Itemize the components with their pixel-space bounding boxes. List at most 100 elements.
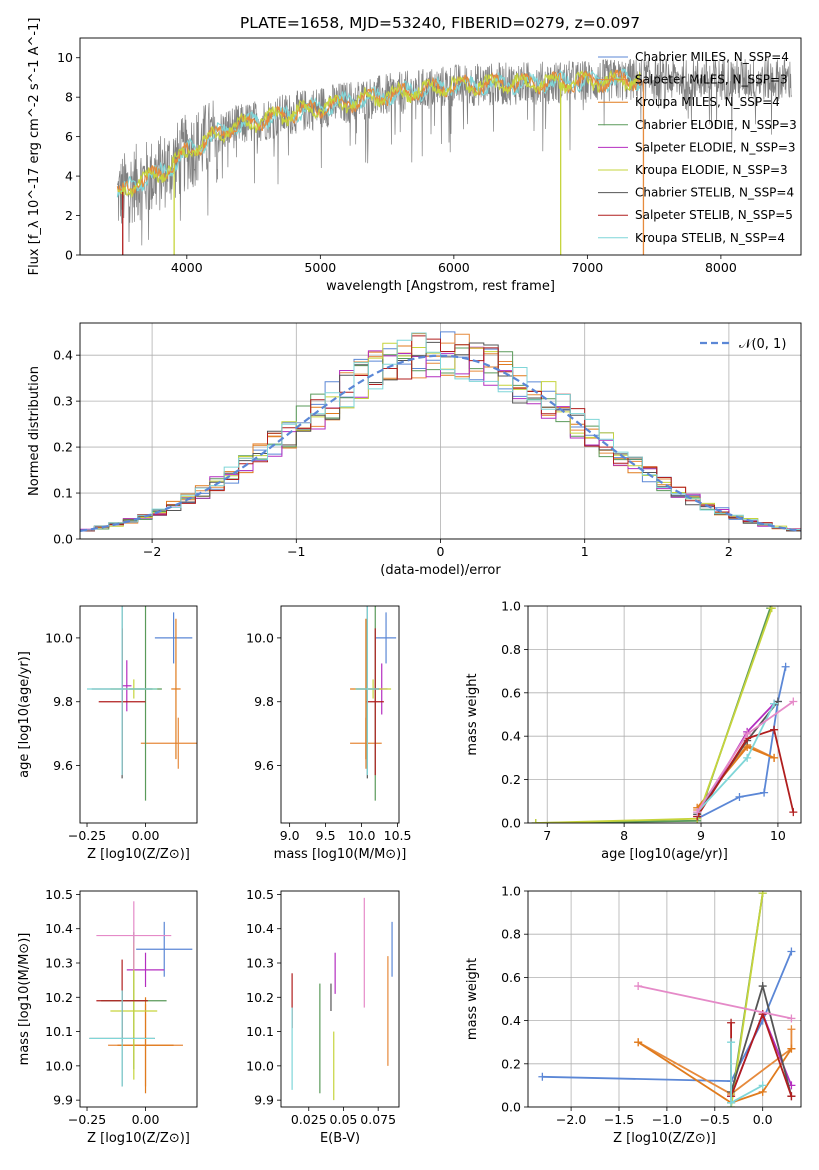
x-axis-label: mass [log10(M/M⊙)] bbox=[274, 847, 407, 862]
y-tick-label: 10.0 bbox=[45, 1058, 73, 1073]
x-tick-label: 0.00 bbox=[132, 1112, 160, 1127]
weight-marker bbox=[758, 1081, 767, 1090]
legend-entry: Chabrier ELODIE, N_SSP=3 bbox=[635, 118, 797, 132]
y-tick-label: 4 bbox=[65, 169, 73, 184]
y-tick-label: 0.2 bbox=[53, 440, 73, 455]
y-tick-label: 10.1 bbox=[246, 1024, 274, 1039]
y-axis-label: Normed distribution bbox=[27, 366, 42, 496]
y-axis-label: mass weight bbox=[465, 673, 480, 755]
weight-line bbox=[637, 1029, 793, 1096]
y-tick-label: 10 bbox=[57, 50, 73, 65]
x-tick-label: −1 bbox=[287, 544, 305, 559]
weight-marker bbox=[727, 1018, 736, 1027]
y-tick-label: 0.0 bbox=[53, 532, 73, 547]
x-tick-label: 5000 bbox=[304, 260, 336, 275]
y-tick-label: 0.4 bbox=[501, 729, 521, 744]
y-tick-label: 0.6 bbox=[501, 970, 521, 985]
legend-entry: 𝒩(0, 1) bbox=[739, 337, 786, 352]
x-tick-label: 7 bbox=[543, 828, 551, 843]
weight-marker bbox=[758, 891, 767, 898]
legend-entry: Chabrier MILES, N_SSP=4 bbox=[635, 50, 789, 64]
y-tick-label: 8 bbox=[65, 90, 73, 105]
axes-frame bbox=[280, 890, 400, 1108]
x-tick-label: −0.5 bbox=[700, 1112, 730, 1127]
x-tick-label: 8000 bbox=[705, 260, 737, 275]
weight-marker bbox=[789, 808, 798, 817]
y-tick-label: 2 bbox=[65, 208, 73, 223]
x-tick-label: 9 bbox=[697, 828, 705, 843]
panel-spectrum: 4000 5000 6000 7000 8000 0 2 4 6 8 10 wavelength [A… bbox=[27, 18, 802, 294]
x-tick-label: −0.25 bbox=[68, 828, 106, 843]
x-axis-label: Z [log10(Z/Z⊙)] bbox=[87, 847, 190, 862]
y-tick-label: 10.3 bbox=[246, 956, 274, 971]
panel-mass_vs_ebv: 0.025 0.05 0.075 9.9 10.0 10.1 10.2 10.3 10.4 10.… bbox=[246, 887, 400, 1146]
plot-area bbox=[528, 606, 801, 823]
y-tick-label: 10.2 bbox=[45, 990, 73, 1005]
y-tick-label: 0.1 bbox=[53, 486, 73, 501]
y-tick-label: 0.4 bbox=[501, 1013, 521, 1028]
page-title: PLATE=1658, MJD=53240, FIBERID=0279, z=0… bbox=[240, 14, 640, 32]
weight-marker bbox=[770, 753, 779, 762]
legend: Chabrier MILES, N_SSP=4 Salpeter MILES, N… bbox=[598, 50, 797, 245]
legend-entry: Salpeter ELODIE, N_SSP=3 bbox=[635, 140, 796, 154]
x-axis-label: E(B-V) bbox=[320, 1131, 360, 1146]
legend-entry: Kroupa MILES, N_SSP=4 bbox=[635, 95, 780, 109]
x-tick-label: 10.0 bbox=[348, 828, 376, 843]
y-axis-label: Flux [f_λ 10^-17 erg cm^-2 s^-1 A^-1] bbox=[27, 18, 42, 276]
legend-entry: Kroupa STELIB, N_SSP=4 bbox=[635, 231, 785, 245]
panel-mass_vs_Z: −0.25 0.00 9.9 10.0 10.1 10.2 10.3 10.4 10.5 Z [l… bbox=[17, 887, 198, 1146]
weight-marker bbox=[693, 808, 702, 817]
x-axis-label: wavelength [Angstrom, rest frame] bbox=[326, 279, 555, 294]
x-tick-label: −2.0 bbox=[556, 1112, 586, 1127]
weight-marker bbox=[634, 1038, 643, 1047]
x-axis-label: age [log10(age/yr)] bbox=[601, 847, 728, 862]
y-tick-label: 0.6 bbox=[501, 685, 521, 700]
y-tick-label: 0.0 bbox=[501, 816, 521, 831]
y-tick-label: 0.2 bbox=[501, 1056, 521, 1071]
weight-marker bbox=[787, 1025, 796, 1034]
y-tick-label: 0.3 bbox=[53, 394, 73, 409]
x-axis-label: Z [log10(Z/Z⊙)] bbox=[613, 1131, 716, 1146]
y-tick-label: 6 bbox=[65, 129, 73, 144]
x-tick-label: 9.5 bbox=[316, 828, 336, 843]
x-tick-label: 7000 bbox=[571, 260, 603, 275]
y-tick-label: 9.8 bbox=[53, 694, 73, 709]
legend-entry: Salpeter MILES, N_SSP=3 bbox=[635, 73, 788, 87]
y-tick-label: 0.0 bbox=[501, 1100, 521, 1115]
y-tick-label: 0.2 bbox=[501, 772, 521, 787]
y-tick-label: 1.0 bbox=[501, 884, 521, 899]
weight-marker bbox=[634, 982, 643, 991]
y-axis-label: age [log10(age/yr)] bbox=[17, 651, 32, 778]
weight-marker bbox=[735, 792, 744, 801]
y-axis-label: mass [log10(M/M⊙)] bbox=[17, 933, 32, 1066]
y-tick-label: 10.1 bbox=[45, 1024, 73, 1039]
y-tick-label: 1.0 bbox=[501, 599, 521, 614]
x-tick-label: −1.0 bbox=[652, 1112, 682, 1127]
weight-line bbox=[638, 985, 792, 1020]
x-tick-label: −0.25 bbox=[68, 1112, 106, 1127]
y-axis-label: mass weight bbox=[465, 958, 480, 1040]
weight-marker bbox=[781, 662, 790, 671]
y-tick-label: 10.2 bbox=[246, 990, 274, 1005]
plot-area bbox=[528, 891, 801, 1107]
weight-marker bbox=[727, 1038, 736, 1047]
plot-area bbox=[80, 323, 801, 539]
x-tick-label: 9.0 bbox=[280, 828, 300, 843]
panel-age_vs_Z: −0.25 0.00 9.6 9.8 10.0 Z [log10(Z/Z⊙)] age [l… bbox=[17, 605, 198, 862]
y-tick-label: 0.8 bbox=[501, 927, 521, 942]
x-tick-label: 0.00 bbox=[132, 828, 160, 843]
weight-marker bbox=[760, 788, 769, 797]
x-tick-label: 10 bbox=[770, 828, 786, 843]
x-axis-label: (data-model)/error bbox=[380, 563, 501, 578]
y-tick-label: 10.0 bbox=[45, 630, 73, 645]
x-tick-label: 4000 bbox=[171, 260, 203, 275]
y-tick-label: 10.0 bbox=[246, 1058, 274, 1073]
legend-entry: Chabrier STELIB, N_SSP=4 bbox=[635, 186, 794, 200]
plot-area bbox=[87, 606, 197, 801]
y-tick-label: 10.4 bbox=[246, 921, 274, 936]
x-tick-label: 2 bbox=[725, 544, 733, 559]
axes-frame bbox=[79, 322, 802, 540]
y-tick-label: 9.9 bbox=[53, 1093, 73, 1108]
